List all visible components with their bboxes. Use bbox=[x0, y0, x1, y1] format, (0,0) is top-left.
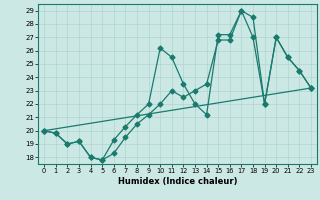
X-axis label: Humidex (Indice chaleur): Humidex (Indice chaleur) bbox=[118, 177, 237, 186]
